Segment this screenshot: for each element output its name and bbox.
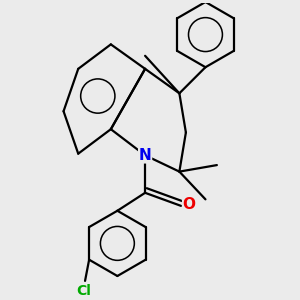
Text: O: O [183,197,196,212]
Text: Cl: Cl [76,284,91,298]
Text: N: N [139,148,152,163]
